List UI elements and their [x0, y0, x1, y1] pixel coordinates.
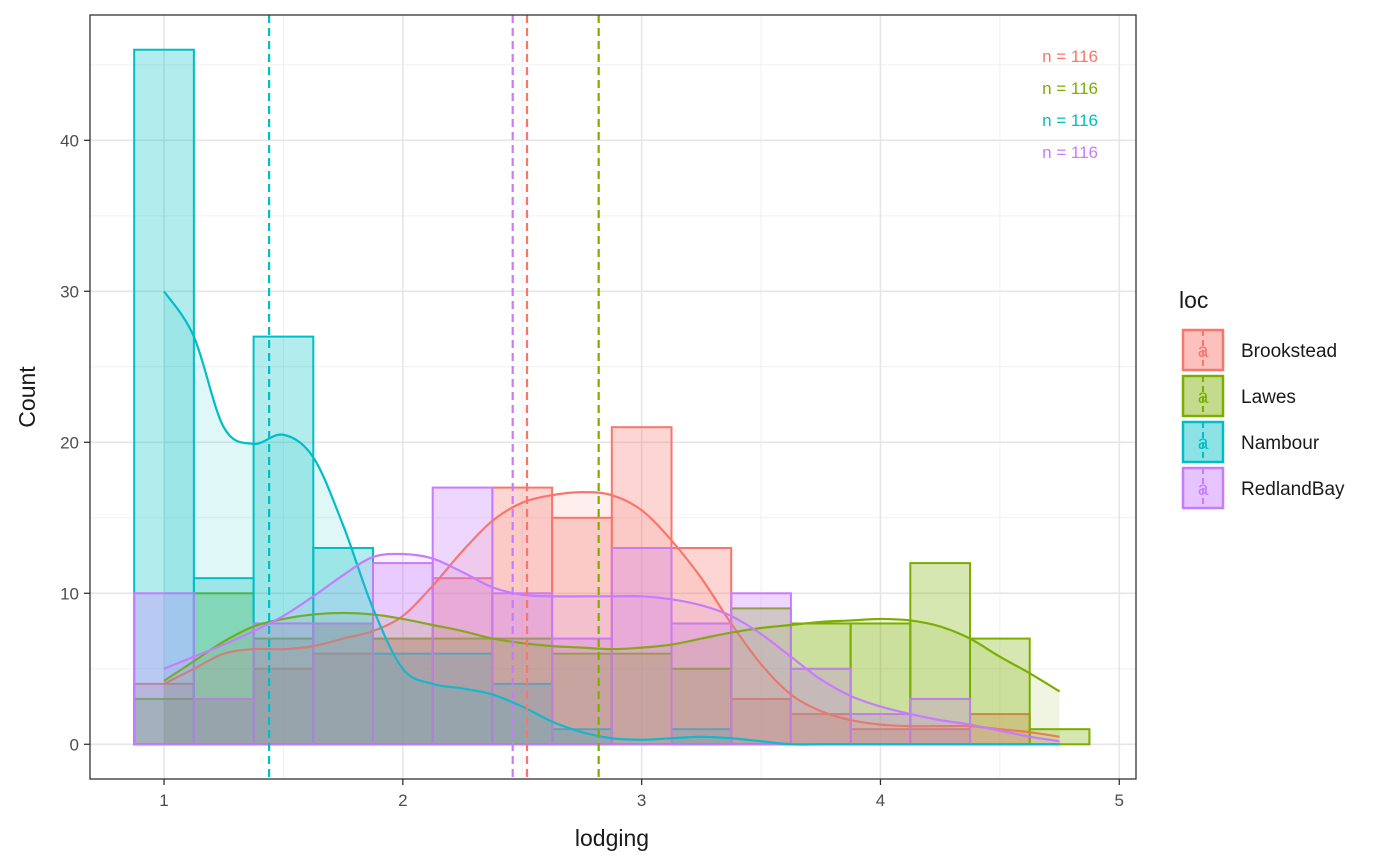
histogram-bar: [133, 48, 195, 746]
density-line: [163, 552, 1060, 743]
x-tick-label: 4: [876, 791, 885, 810]
y-tick-label: 40: [60, 131, 79, 150]
y-axis-title: Count: [14, 366, 40, 428]
density-lawes: [163, 611, 1061, 745]
y-tick-label: 10: [60, 584, 79, 603]
density-area: [164, 553, 1060, 745]
histogram-bar: [192, 592, 255, 746]
density-area: [164, 492, 1060, 745]
histogram-bar: [610, 652, 673, 746]
legend-label: Lawes: [1241, 387, 1296, 408]
legend-item-brookstead: a Brookstead: [1181, 328, 1337, 372]
y-tick-label: 0: [70, 735, 79, 754]
n-label-lawes: n = 116: [1042, 79, 1098, 98]
density-line: [163, 491, 1060, 738]
axes: 1 2 3 4 5 0 10 20 30 40: [60, 131, 1124, 810]
y-tick-label: 30: [60, 282, 79, 301]
density-nambour: [163, 290, 1060, 746]
legend-item-nambour: a Nambour: [1181, 420, 1320, 464]
legend-key-glyph: a: [1198, 341, 1209, 362]
n-label-nambour: n = 116: [1042, 111, 1098, 130]
legend-label: Nambour: [1241, 433, 1320, 454]
histogram-bar: [491, 592, 554, 746]
plot-panel: n = 116 n = 116 n = 116 n = 116: [89, 14, 1137, 780]
histogram-bar: [849, 713, 912, 746]
histogram-bar: [431, 577, 494, 746]
x-axis-title: lodging: [575, 825, 649, 851]
density-line: [163, 290, 1060, 746]
panel-background: [90, 15, 1136, 779]
density-line: [163, 611, 1061, 693]
histogram-bar: [789, 622, 852, 746]
histogram-bar: [730, 592, 792, 746]
legend-item-lawes: a Lawes: [1181, 374, 1296, 418]
histogram-bar: [789, 667, 852, 746]
legend-key-glyph: a: [1198, 433, 1209, 454]
histogram-bar: [371, 637, 434, 746]
legend-key-glyph: a: [1198, 387, 1209, 408]
legend-label: RedlandBay: [1241, 479, 1345, 500]
x-tick-label: 1: [159, 791, 168, 810]
density-brookstead: [163, 491, 1060, 745]
x-tick-label: 5: [1115, 791, 1124, 810]
y-tick-label: 20: [60, 433, 79, 452]
histogram-bar: [909, 562, 972, 746]
legend-title: loc: [1179, 287, 1208, 313]
density-area: [164, 612, 1060, 745]
legend: loc a Brookstead a Lawes a Nambour a RedlandBay: [1179, 287, 1345, 510]
density-area: [164, 291, 1060, 745]
histogram-bar: [192, 697, 255, 746]
legend-key-glyph: a: [1198, 479, 1209, 500]
histogram-bar: [491, 637, 554, 746]
density-redlandbay: [163, 552, 1060, 745]
legend-item-redlandbay: a RedlandBay: [1181, 466, 1345, 510]
bars-brookstead: [133, 426, 1031, 746]
histogram-bar: [192, 577, 255, 746]
panel-border: [89, 14, 1137, 780]
n-label-brookstead: n = 116: [1042, 47, 1098, 66]
legend-label: Brookstead: [1241, 341, 1337, 362]
x-tick-label: 2: [398, 791, 407, 810]
histogram-bar: [551, 516, 613, 746]
x-tick-label: 3: [637, 791, 646, 810]
n-label-redlandbay: n = 116: [1042, 143, 1098, 162]
